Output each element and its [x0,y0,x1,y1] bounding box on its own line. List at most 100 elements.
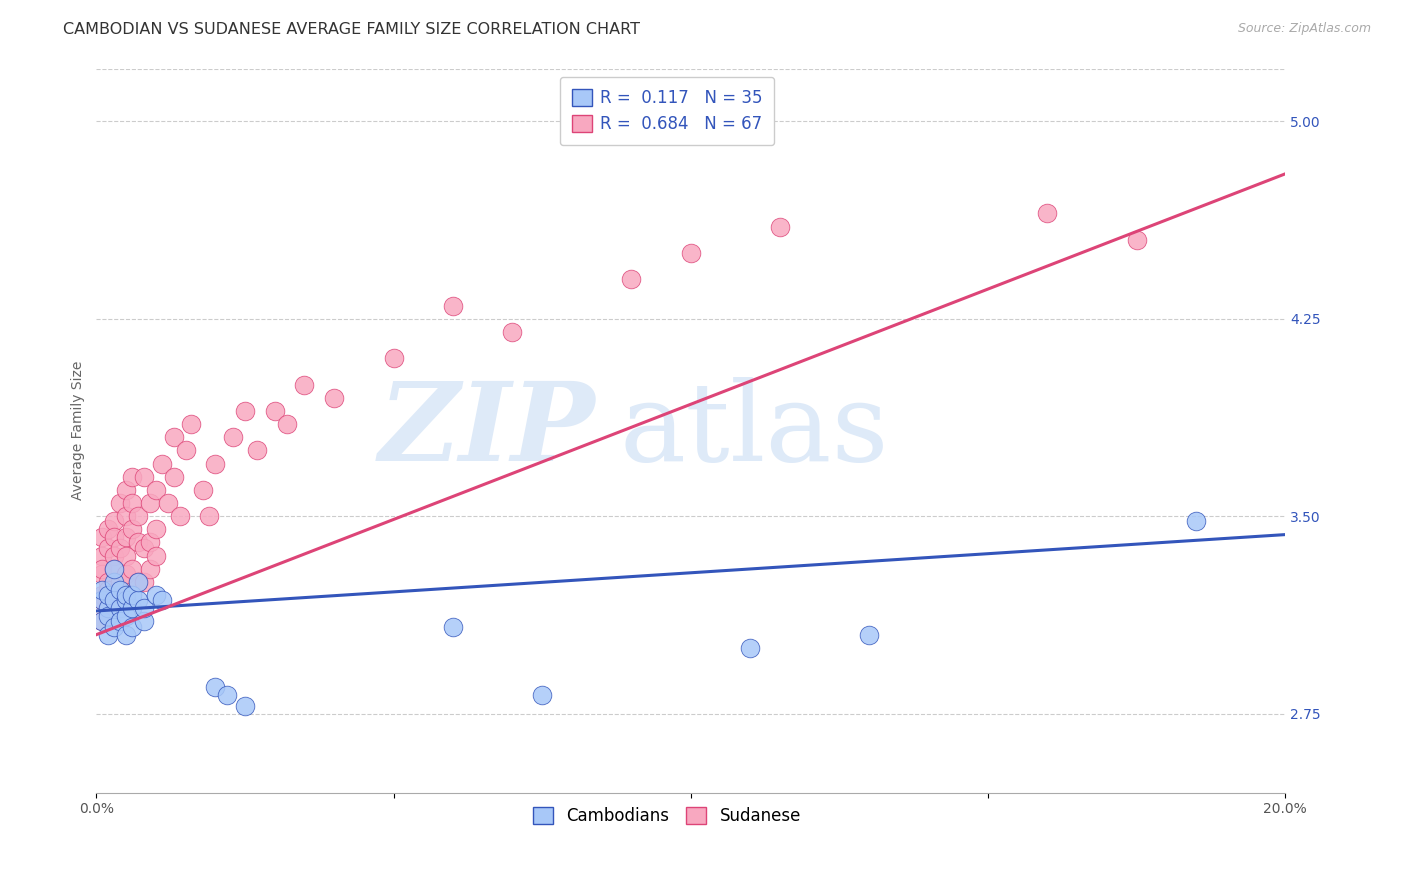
Point [97,601,120,615]
Point [139,496,162,510]
Point [204,457,226,471]
Point [162,430,184,444]
Point [679,245,702,260]
Point [91,549,114,563]
Point [91,593,114,607]
Point [150,593,173,607]
Point [97,582,120,597]
Point [103,588,125,602]
Point [162,469,184,483]
Point [108,593,131,607]
Point [145,588,167,602]
Point [108,541,131,555]
Point [1125,233,1147,247]
Point [91,615,114,629]
Point [91,588,114,602]
Point [263,404,285,418]
Point [127,535,149,549]
Point [132,469,155,483]
Point [441,620,464,634]
Point [139,562,162,576]
Point [103,530,125,544]
Point [103,620,125,634]
Point [150,457,173,471]
Point [115,593,138,607]
Point [97,609,120,624]
Point [97,574,120,589]
Point [139,535,162,549]
Text: atlas: atlas [620,377,889,484]
Point [233,404,256,418]
Point [127,574,149,589]
Text: Source: ZipAtlas.com: Source: ZipAtlas.com [1237,22,1371,36]
Point [121,522,143,536]
Point [222,430,245,444]
Point [91,530,114,544]
Point [127,593,149,607]
Point [620,272,643,286]
Point [121,469,143,483]
Legend: Cambodians, Sudanese: Cambodians, Sudanese [523,797,811,835]
Point [97,601,120,615]
Point [103,574,125,589]
Point [156,496,179,510]
Point [740,640,762,655]
Point [169,509,191,524]
Point [276,417,298,431]
Point [1185,515,1208,529]
Point [91,593,114,607]
Point [501,325,523,339]
Point [115,567,138,582]
Point [246,443,269,458]
Point [115,530,138,544]
Point [97,541,120,555]
Point [103,562,125,576]
Point [97,628,120,642]
Point [1036,206,1059,220]
Point [382,351,405,366]
Y-axis label: Average Family Size: Average Family Size [72,361,86,500]
Point [132,601,155,615]
Point [97,588,120,602]
Point [108,582,131,597]
Point [91,562,114,576]
Point [132,574,155,589]
Point [858,628,880,642]
Point [115,483,138,497]
Point [174,443,197,458]
Point [121,601,143,615]
Point [103,515,125,529]
Point [145,522,167,536]
Point [121,496,143,510]
Point [132,541,155,555]
Point [323,391,346,405]
Point [127,509,149,524]
Point [180,417,202,431]
Point [115,628,138,642]
Point [103,562,125,576]
Point [531,688,554,702]
Point [132,615,155,629]
Point [294,377,316,392]
Point [193,483,215,497]
Point [103,549,125,563]
Point [217,688,239,702]
Point [441,298,464,312]
Point [233,698,256,713]
Point [127,574,149,589]
Point [198,509,221,524]
Point [145,549,167,563]
Point [121,562,143,576]
Point [121,588,143,602]
Point [115,549,138,563]
Point [108,615,131,629]
Point [115,509,138,524]
Point [91,567,114,582]
Point [97,522,120,536]
Point [145,483,167,497]
Point [769,219,792,234]
Point [108,601,131,615]
Point [115,609,138,624]
Text: CAMBODIAN VS SUDANESE AVERAGE FAMILY SIZE CORRELATION CHART: CAMBODIAN VS SUDANESE AVERAGE FAMILY SIZ… [63,22,640,37]
Point [108,496,131,510]
